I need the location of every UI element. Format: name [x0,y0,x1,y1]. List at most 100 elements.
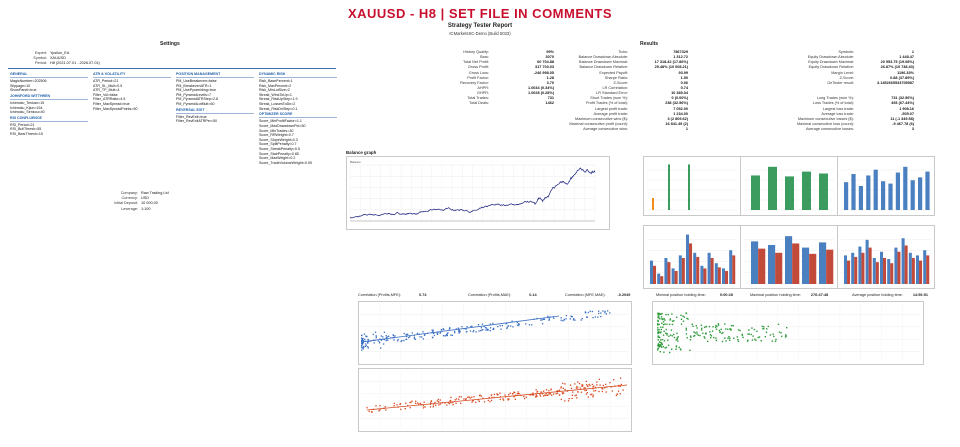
mae-point [609,381,611,384]
hold-point [657,343,660,345]
mae-point [604,387,606,389]
period-value: H8 (2021.07.01 - 2026.07.01) [50,61,100,66]
mae-point [437,398,439,401]
hold-point [668,323,671,326]
mae-point [593,390,595,392]
results-value: 317 703.03 [534,65,554,70]
symbol-value: XAUUSD [50,56,66,61]
mae-point [617,390,620,392]
mini-bar-red [696,256,700,284]
hold-point [724,323,726,325]
results-value: 1196.33% [897,70,914,75]
mfe-point [486,329,488,331]
mae-point [560,387,562,389]
mini-bar [802,171,811,210]
mini-bar-blue [851,252,855,284]
mae-point [594,390,597,392]
hold-point [760,340,762,342]
results-row: Short Trades (won %): 0 (0.00%) [500,96,690,101]
hold-point [683,316,686,318]
mfe-point [400,340,402,343]
mini-bar [903,166,908,210]
balance-graph: Balance [346,156,610,230]
settings-group-header: REVERSAL EXIT [176,108,254,114]
results-title: Results [640,41,659,47]
mae-point [593,385,595,387]
hold-point [719,331,721,333]
settings-param: Risk_BasePercent=1 [259,79,293,84]
results-row: Z-Score: 0.88 (37.89%) [716,76,916,81]
hold-point [686,317,688,320]
hold-point [676,338,678,340]
results-label: Profit Trades (% of total): [586,101,628,106]
min-hold-value: 0:00:28 [719,293,733,297]
mfe-point [409,335,411,338]
hold-point [762,328,764,330]
settings-param: Streak_WinsToUp=1 [259,92,292,97]
mfe-point [458,332,460,334]
results-row: Expected Payoff: 93.99 [500,71,690,76]
mfe-point [413,337,416,340]
results-label: Maximum consecutive wins ($): [575,116,628,121]
mfe-point [388,335,390,337]
max-hold-time: Maximal position holding time: 276:47:48 [750,293,828,297]
mini-bar-red [919,260,923,284]
results-value: 3070 [545,55,554,60]
mfe-point [392,334,394,336]
mae-point [475,401,477,404]
mfe-point [393,336,395,339]
mfe-point [470,325,472,328]
mfe-point [600,312,602,314]
mfe-point [472,331,474,333]
hold-point [657,313,659,316]
mfe-point [361,339,363,342]
hold-point [765,331,768,334]
mae-point [577,391,579,393]
period-label: Period: [34,61,47,66]
monthly-profit-chart [837,225,935,289]
results-row: Ticks: 7867329 [500,50,690,55]
mfe-point [543,318,546,320]
mfe-point [463,328,465,330]
hold-point [665,346,668,349]
hold-point [658,336,661,339]
mae-point [619,393,621,395]
mfe-point [573,318,575,320]
mini-bar-red [703,268,707,284]
results-row: Largest profit trade: 7 052.00 [500,107,690,112]
mfe-point [477,323,480,326]
results-label: Balance Drawdown Absolute: [578,55,628,60]
mae-point [432,404,435,406]
corr-profit-mfe: Correlation (Profits,MFE): 0.74 [358,293,426,297]
mfe-point [413,335,416,337]
mae-point [585,389,588,391]
mae-point [502,398,504,400]
hold-point [715,324,717,327]
mfe-point [585,316,588,318]
settings-param: ATR_Period=21 [93,79,119,84]
mfe-scatter-chart [358,301,632,365]
mfe-point [560,319,562,321]
hold-point [669,319,671,321]
mae-point [525,396,527,398]
mae-point [396,404,398,406]
hold-point [662,321,665,323]
results-label: Recovery Factor: [460,80,489,85]
hold-point [753,328,756,331]
mini-bar-red [890,263,894,284]
mae-point [584,389,586,392]
settings-param: Score_SplitPenalty=0.7 [259,142,297,147]
mini-bar-blue [714,263,718,284]
mini-bar-blue [916,255,920,284]
mfe-point [598,312,600,315]
mfe-point [572,319,575,321]
results-label: Equity Drawdown Absolute: [807,55,854,60]
mae-point [507,399,509,401]
hold-point [657,336,659,338]
results-row: Total Deals: 1462 [346,101,556,106]
hold-point [758,336,761,338]
mae-point [576,397,578,399]
mfe-point [372,339,374,341]
mae-point [450,402,452,404]
hold-point [722,331,724,334]
